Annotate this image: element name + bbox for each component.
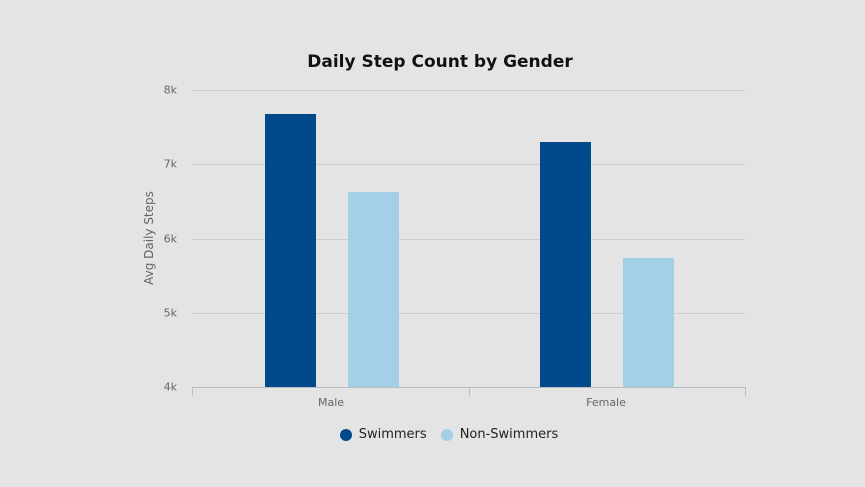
gridline bbox=[192, 238, 745, 240]
non-swimmers-dot-icon bbox=[440, 428, 453, 441]
y-tick-label: 8k bbox=[163, 83, 177, 97]
bar-male-swimmers[interactable] bbox=[265, 113, 316, 387]
x-axis-line bbox=[192, 387, 745, 388]
y-tick-label: 7k bbox=[163, 157, 177, 171]
x-axis-tick bbox=[745, 387, 746, 396]
bar-male-non-swimmers[interactable] bbox=[348, 191, 399, 387]
legend-label: Swimmers bbox=[358, 427, 427, 442]
x-axis-tick bbox=[469, 387, 470, 396]
swimmers-dot-icon bbox=[339, 428, 352, 441]
legend-item-swimmers[interactable]: Swimmers bbox=[339, 427, 427, 442]
x-tick-label-male: Male bbox=[317, 396, 345, 409]
bar-female-non-swimmers[interactable] bbox=[623, 257, 674, 387]
legend-label: Non-Swimmers bbox=[459, 427, 559, 442]
y-tick-label: 4k bbox=[163, 380, 177, 394]
bar-female-swimmers[interactable] bbox=[540, 141, 591, 387]
y-tick-label: 6k bbox=[163, 232, 177, 245]
y-tick-label: 5k bbox=[163, 306, 177, 320]
y-axis-label: Avg Daily Steps bbox=[142, 191, 156, 285]
gridline bbox=[192, 312, 745, 314]
gridline bbox=[192, 90, 745, 91]
legend: Swimmers Non-Swimmers bbox=[0, 427, 865, 442]
gridline bbox=[192, 164, 745, 166]
legend-item-non-swimmers[interactable]: Non-Swimmers bbox=[440, 427, 559, 442]
chart-title: Daily Step Count by Gender bbox=[307, 52, 573, 72]
x-tick-label-female: Female bbox=[586, 396, 626, 409]
x-axis-tick bbox=[192, 387, 193, 396]
